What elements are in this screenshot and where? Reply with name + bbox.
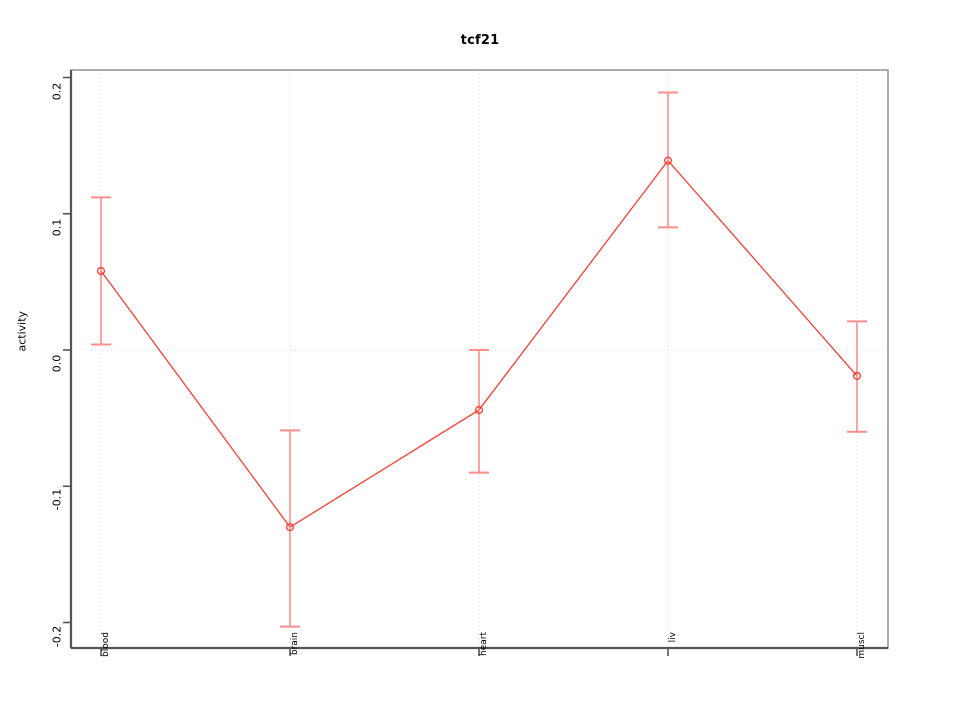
y-tick-label: 0.2 [50, 82, 64, 100]
y-tick-label: -0.1 [50, 489, 64, 511]
x-tick-label: muscl [857, 632, 867, 659]
x-tick-label: liv [668, 632, 678, 643]
y-tick-label: 0.0 [50, 354, 64, 373]
data-point-markers [96, 156, 862, 532]
chart-title: tcf21 [460, 33, 500, 48]
x-tick-label: heart [479, 632, 489, 656]
x-tick-marks [100, 648, 858, 656]
y-tick-label: 0.1 [50, 218, 64, 237]
x-tick-label: blood [101, 632, 111, 657]
error-bars-group [91, 91, 867, 628]
y-tick-label: -0.2 [50, 625, 64, 647]
y-tick-marks [63, 76, 71, 624]
x-tick-label: brain [290, 632, 300, 656]
